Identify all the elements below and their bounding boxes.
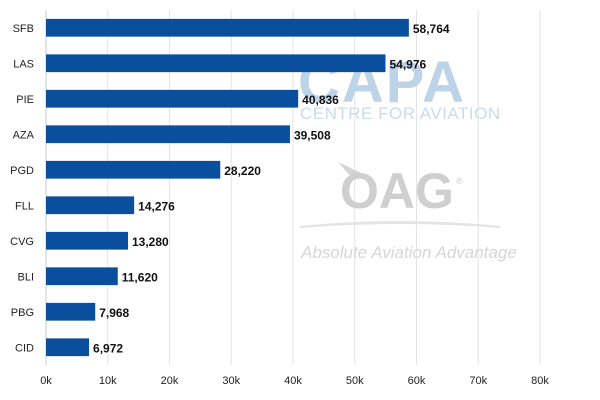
category-label: PBG: [11, 307, 34, 319]
category-label: PGD: [10, 165, 34, 177]
category-label: SFB: [13, 23, 34, 35]
x-tick-label: 30k: [222, 375, 240, 387]
bar-pie: [46, 89, 299, 108]
data-label: 54,976: [389, 57, 426, 71]
x-tick-label: 80k: [531, 375, 549, 387]
bar-cid: [46, 338, 90, 357]
x-tick-label: 70k: [469, 375, 487, 387]
category-label: FLL: [15, 200, 34, 212]
x-tick-label: 10k: [99, 375, 117, 387]
data-label: 7,968: [99, 306, 129, 320]
bar-bli: [46, 267, 118, 286]
oag-tagline-watermark: Absolute Aviation Advantage: [300, 243, 517, 262]
x-tick-label: 50k: [346, 375, 364, 387]
category-label: PIE: [16, 94, 34, 106]
data-label: 39,508: [294, 128, 331, 142]
oag-swoosh-icon: [338, 162, 372, 178]
x-tick-label: 0k: [40, 375, 52, 387]
x-tick-label: 60k: [408, 375, 426, 387]
bar-sfb: [46, 18, 409, 37]
data-label: 13,280: [132, 235, 169, 249]
bar-las: [46, 54, 386, 73]
data-label: 58,764: [413, 22, 450, 36]
x-tick-label: 20k: [161, 375, 179, 387]
data-label: 40,836: [302, 93, 339, 107]
bar-cvg: [46, 231, 129, 250]
capa-subtitle-watermark: CENTRE FOR AVIATION: [300, 104, 501, 123]
bar-pgd: [46, 160, 221, 179]
data-label: 28,220: [224, 164, 261, 178]
bar-pbg: [46, 302, 96, 321]
data-label: 6,972: [93, 341, 123, 355]
bar-fll: [46, 196, 135, 215]
bar-aza: [46, 125, 290, 144]
watermark-group: CAPA CENTRE FOR AVIATION OAG ® Absolute …: [298, 50, 517, 262]
category-label: LAS: [13, 58, 34, 70]
category-label: CID: [15, 342, 34, 354]
category-label: BLI: [17, 271, 34, 283]
data-label: 14,276: [138, 199, 175, 213]
oag-watermark: OAG: [340, 163, 454, 219]
bars: [46, 18, 409, 357]
category-axis-labels: SFB LAS PIE AZA PGD FLL CVG BLI PBG CID: [10, 23, 34, 355]
data-label: 11,620: [122, 270, 158, 284]
oag-divider-swoosh: [300, 221, 500, 228]
category-label: CVG: [10, 236, 34, 248]
x-tick-label: 40k: [284, 375, 302, 387]
oag-registered-mark: ®: [456, 176, 463, 186]
value-axis-labels: 0k 10k 20k 30k 40k 50k 60k 70k 80k: [40, 375, 549, 387]
data-labels: 58,764 54,976 40,836 39,508 28,220 14,276 13,2…: [93, 22, 450, 356]
category-label: AZA: [13, 129, 35, 141]
